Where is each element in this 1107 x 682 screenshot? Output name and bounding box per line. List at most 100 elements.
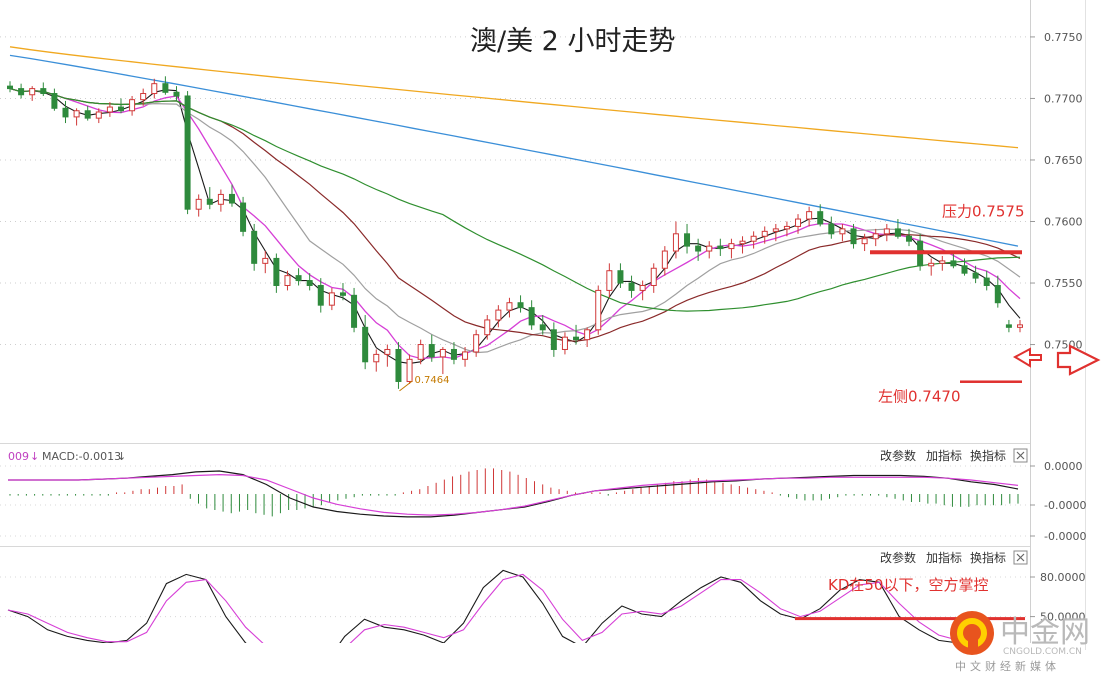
candle-body <box>1017 324 1023 328</box>
macd-switch-indicator-button[interactable]: 换指标 <box>970 448 1006 463</box>
macd-label: MACD:-0.0013 <box>42 450 121 463</box>
candle-body <box>517 302 524 309</box>
macd-y-axis: 0.0000 -0.0000 -0.0000 <box>1030 460 1086 543</box>
y-tick-label: 0.7700 <box>1044 92 1083 105</box>
candle-body <box>817 211 824 225</box>
candle-body <box>140 93 147 101</box>
main-annotations: 0.7464 压力0.7575 左侧0.7470 <box>399 202 1025 405</box>
moving-average-line <box>9 88 1021 312</box>
macd-grid <box>0 465 1030 537</box>
kd-edit-params-button[interactable]: 改参数 <box>880 550 916 565</box>
kd-close-button[interactable] <box>1013 550 1028 565</box>
macd-dea-line <box>8 473 1019 516</box>
chart-title: 澳/美 2 小时走势 <box>470 26 675 57</box>
candle-body <box>473 334 480 353</box>
candle-body <box>417 344 424 360</box>
candle-body <box>240 202 247 232</box>
right-arrow-icon <box>1056 344 1101 376</box>
candle-body <box>195 198 202 210</box>
panel-frames <box>0 0 1086 650</box>
kd-add-indicator-button[interactable]: 加指标 <box>926 550 962 565</box>
y-tick-label: 0.7600 <box>1044 216 1083 229</box>
candle-body <box>928 262 935 267</box>
candle-body <box>861 238 868 245</box>
candle-body <box>639 284 646 291</box>
candle-body <box>384 348 391 355</box>
moving-average-line <box>9 87 1021 360</box>
candle-body <box>7 85 13 90</box>
candle-body <box>939 260 946 264</box>
candle-body <box>839 228 846 235</box>
candle-body <box>317 284 324 306</box>
support-line <box>960 380 1022 383</box>
y-tick-label: 0.7550 <box>1044 277 1083 290</box>
candle-body <box>761 230 768 237</box>
candle-body <box>462 351 469 360</box>
candle-body <box>961 265 968 274</box>
candle-body <box>173 91 180 97</box>
support-annotation: 左侧0.7470 <box>878 387 961 405</box>
candle-body <box>983 277 990 286</box>
candle-body <box>362 326 369 363</box>
candle-body <box>284 275 291 286</box>
candle-body <box>217 193 224 205</box>
candle-body <box>18 88 25 96</box>
candle-body <box>617 270 624 284</box>
candle-body <box>539 324 546 331</box>
candle-body <box>972 272 979 279</box>
kd-annotation: KD在50以下，空方掌控 <box>795 576 1025 621</box>
candle-body <box>828 223 835 235</box>
long-moving-average-line <box>9 54 1019 247</box>
candle-body <box>484 319 491 336</box>
candle-body <box>295 275 302 282</box>
candle-body <box>650 267 657 286</box>
moving-average-line <box>9 88 1021 364</box>
candle-body <box>373 353 380 363</box>
candle-body <box>883 228 890 235</box>
candle-body <box>495 309 502 321</box>
candle-body <box>29 88 36 96</box>
candle-body <box>894 228 901 237</box>
long-moving-average-line <box>9 46 1019 149</box>
candle-body <box>251 230 258 264</box>
kd-switch-indicator-button[interactable]: 换指标 <box>970 550 1006 565</box>
cngold-logo: 中金网 CNGOLD.COM.CN 中文财经新媒体 <box>950 611 1090 673</box>
candle-body <box>306 280 313 286</box>
candle-body <box>62 107 69 118</box>
y-tick-label: 50.0000 <box>1040 611 1086 624</box>
kd-d-line <box>7 573 971 643</box>
macd-edit-params-button[interactable]: 改参数 <box>880 448 916 463</box>
candle-body <box>872 233 879 240</box>
candle-body <box>606 270 613 291</box>
candle-body <box>428 344 435 358</box>
macd-controls: 改参数 加指标 换指标 <box>880 448 1028 463</box>
candle-body <box>206 198 213 205</box>
candle-body <box>51 93 58 109</box>
kd-controls: 改参数 加指标 换指标 <box>880 550 1028 565</box>
candle-body <box>262 257 269 264</box>
candle-body <box>561 336 568 350</box>
y-tick-label: 80.0000 <box>1040 571 1086 584</box>
candle-body <box>950 260 957 267</box>
kd-threshold-line <box>795 617 1025 621</box>
candle-body <box>573 336 580 341</box>
kd-annotation-text: KD在50以下，空方掌控 <box>828 576 988 594</box>
macd-add-indicator-button[interactable]: 加指标 <box>926 448 962 463</box>
down-arrow-icon: ↓ <box>30 450 39 463</box>
candle-body <box>906 235 913 242</box>
candle-body <box>228 193 235 204</box>
candle-body <box>162 83 169 93</box>
candle-body <box>661 250 668 269</box>
candle-body <box>406 358 413 382</box>
y-tick-label: -0.0000 <box>1044 530 1086 543</box>
macd-header: 009 ↓ MACD:-0.0013 ↓ <box>8 450 126 463</box>
low-pointer <box>399 380 413 392</box>
macd-close-button[interactable] <box>1013 448 1028 463</box>
candle-body <box>695 245 702 252</box>
moving-average-line <box>9 88 1021 354</box>
candle-body <box>184 95 191 210</box>
candles <box>7 76 1023 389</box>
y-tick-label: 0.0000 <box>1044 460 1083 473</box>
candle-body <box>439 348 446 358</box>
